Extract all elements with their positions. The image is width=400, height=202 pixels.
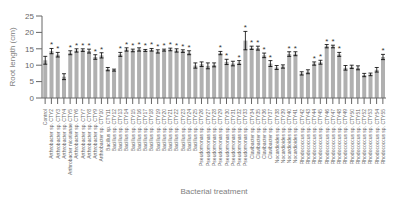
svg-text:*: * <box>225 51 228 60</box>
svg-text:Pseudomonas sp. CTY26: Pseudomonas sp. CTY26 <box>198 109 204 166</box>
svg-text:*: * <box>269 53 272 62</box>
svg-text:*: * <box>94 47 97 56</box>
svg-text:Pseudomonas sp. CTY32: Pseudomonas sp. CTY32 <box>236 109 242 166</box>
svg-text:*: * <box>244 23 247 32</box>
svg-text:*: * <box>319 52 322 61</box>
svg-text:Bacillus sp. CTY20: Bacillus sp. CTY20 <box>161 109 167 151</box>
svg-text:Clavibacter sp. CTY35: Clavibacter sp. CTY35 <box>255 109 261 159</box>
svg-text:Rhodococcus sp. CTY43: Rhodococcus sp. CTY43 <box>305 109 311 165</box>
svg-text:Arthrobacter sp. CTY6: Arthrobacter sp. CTY6 <box>73 109 79 159</box>
svg-text:Rhodococcus sp. CTY42: Rhodococcus sp. CTY42 <box>299 109 305 165</box>
svg-text:*: * <box>125 40 128 49</box>
svg-text:Rhodococcus sp. CTY55: Rhodococcus sp. CTY55 <box>380 109 386 165</box>
svg-text:*: * <box>175 41 178 50</box>
svg-text:Rhodococcus sp. CTY51: Rhodococcus sp. CTY51 <box>355 109 361 165</box>
svg-text:Arthrobacter sp. CTY10: Arthrobacter sp. CTY10 <box>98 109 104 162</box>
svg-text:*: * <box>263 45 266 54</box>
svg-text:*: * <box>119 44 122 53</box>
svg-text:Nocardioides sp. CTY40: Nocardioides sp. CTY40 <box>286 109 292 163</box>
svg-text:*: * <box>256 38 259 47</box>
svg-text:Rhodococcus sp. CTY52: Rhodococcus sp. CTY52 <box>361 109 367 165</box>
svg-text:Pseudomonas sp. CTY29: Pseudomonas sp. CTY29 <box>217 109 223 166</box>
svg-text:*: * <box>131 41 134 50</box>
svg-text:Bacillus sp. CTY11: Bacillus sp. CTY11 <box>105 109 111 151</box>
svg-text:Bacillus sp. CTY13: Bacillus sp. CTY13 <box>117 109 123 151</box>
svg-text:*: * <box>163 41 166 50</box>
svg-text:*: * <box>181 42 184 51</box>
svg-text:0: 0 <box>30 94 35 103</box>
svg-text:Bacillus sp. CTY17: Bacillus sp. CTY17 <box>142 109 148 151</box>
svg-text:*: * <box>250 38 253 47</box>
svg-text:*: * <box>294 44 297 53</box>
svg-text:5: 5 <box>30 77 35 86</box>
svg-text:15: 15 <box>25 45 34 54</box>
svg-text:Pseudomonas sp. CTY27: Pseudomonas sp. CTY27 <box>205 109 211 166</box>
svg-text:Pseudomonas sp. CTY33: Pseudomonas sp. CTY33 <box>242 109 248 166</box>
svg-text:*: * <box>87 41 90 50</box>
svg-text:*: * <box>156 42 159 51</box>
svg-text:*: * <box>144 41 147 50</box>
svg-text:*: * <box>75 41 78 50</box>
svg-text:Rhodococcus sp. CTY47: Rhodococcus sp. CTY47 <box>330 109 336 165</box>
svg-text:Arthrobacter sp. CTY4: Arthrobacter sp. CTY4 <box>61 109 67 159</box>
svg-text:Rhodococcus sp. CTY53: Rhodococcus sp. CTY53 <box>367 109 373 165</box>
svg-text:Clavibacter sp. CTY34: Clavibacter sp. CTY34 <box>249 109 255 159</box>
svg-text:20: 20 <box>25 28 34 37</box>
svg-text:Clavibacter sp. CTY37: Clavibacter sp. CTY37 <box>267 109 273 159</box>
svg-text:Nocardioides sp. CTY41: Nocardioides sp. CTY41 <box>292 109 298 163</box>
svg-text:*: * <box>138 40 141 49</box>
svg-text:Pseudomonas sp. CTY30: Pseudomonas sp. CTY30 <box>224 109 230 166</box>
svg-text:Rhodococcus sp. CTY45: Rhodococcus sp. CTY45 <box>317 109 323 165</box>
svg-text:Arthrobacter sp. CTY7: Arthrobacter sp. CTY7 <box>80 109 86 159</box>
svg-text:*: * <box>238 53 241 62</box>
svg-text:Rhodococcus sp. CTY46: Rhodococcus sp. CTY46 <box>324 109 330 165</box>
svg-text:Arthrobacter sp. CTY9: Arthrobacter sp. CTY9 <box>92 109 98 159</box>
svg-text:10: 10 <box>25 61 34 70</box>
svg-text:Nocardioides sp. CTY39: Nocardioides sp. CTY39 <box>280 109 286 163</box>
svg-text:Bacillus sp. CTY22: Bacillus sp. CTY22 <box>173 109 179 151</box>
svg-text:Rhodococcus sp. CTY48: Rhodococcus sp. CTY48 <box>336 109 342 165</box>
svg-text:Bacillus sp. CTY14: Bacillus sp. CTY14 <box>123 109 129 151</box>
svg-text:Pseudomonas sp. CTY28: Pseudomonas sp. CTY28 <box>211 109 217 166</box>
svg-text:Rhodococcus sp. CTY54: Rhodococcus sp. CTY54 <box>374 109 380 165</box>
svg-text:*: * <box>100 45 103 54</box>
svg-text:Arthrobacter sp. CTY8: Arthrobacter sp. CTY8 <box>86 109 92 159</box>
svg-text:*: * <box>288 44 291 53</box>
svg-text:*: * <box>169 40 172 49</box>
svg-text:*: * <box>56 44 59 53</box>
svg-text:*: * <box>50 40 53 49</box>
svg-text:*: * <box>81 41 84 50</box>
svg-text:Bacillus sp. CTY21: Bacillus sp. CTY21 <box>167 109 173 151</box>
svg-text:25: 25 <box>25 12 34 21</box>
svg-text:*: * <box>188 43 191 52</box>
svg-text:Bacillus sp. CTY25: Bacillus sp. CTY25 <box>192 109 198 151</box>
svg-text:Nocardioides sp. CTY38: Nocardioides sp. CTY38 <box>274 109 280 163</box>
svg-text:*: * <box>150 40 153 49</box>
svg-text:Bacillus sp. CTY16: Bacillus sp. CTY16 <box>136 109 142 151</box>
svg-text:*: * <box>219 43 222 52</box>
svg-text:*: * <box>331 37 334 46</box>
svg-text:*: * <box>381 46 384 55</box>
svg-text:Root length (cm): Root length (cm) <box>8 27 17 86</box>
svg-text:Bacillus sp. CTY23: Bacillus sp. CTY23 <box>180 109 186 151</box>
svg-text:Rhodococcus sp. CTY50: Rhodococcus sp. CTY50 <box>349 109 355 165</box>
svg-text:Rhodococcus sp. CTY44: Rhodococcus sp. CTY44 <box>311 109 317 165</box>
svg-text:Control: Control <box>42 109 48 125</box>
svg-text:Bacillus sp. CTY18: Bacillus sp. CTY18 <box>148 109 154 151</box>
svg-text:Bacterial treatment: Bacterial treatment <box>180 187 248 194</box>
svg-text:Bacillus sp. CTY19: Bacillus sp. CTY19 <box>155 109 161 151</box>
svg-text:Arthrobacter nicotianae CTY5: Arthrobacter nicotianae CTY5 <box>67 109 73 175</box>
svg-text:*: * <box>338 44 341 53</box>
svg-text:Bacillus sp. CTY15: Bacillus sp. CTY15 <box>130 109 136 151</box>
svg-text:*: * <box>313 54 316 63</box>
svg-text:Rhodococcus sp. CTY49: Rhodococcus sp. CTY49 <box>342 109 348 165</box>
svg-text:Arthrobacter sp. CTY3: Arthrobacter sp. CTY3 <box>55 109 61 159</box>
svg-text:Bacillus sp. CTY24: Bacillus sp. CTY24 <box>186 109 192 151</box>
svg-text:*: * <box>325 37 328 46</box>
svg-text:Arthrobacter sp. CTY2: Arthrobacter sp. CTY2 <box>48 109 54 159</box>
svg-text:Pseudomonas sp. CTY31: Pseudomonas sp. CTY31 <box>230 109 236 166</box>
svg-text:Clavibacter sp. CTY36: Clavibacter sp. CTY36 <box>261 109 267 159</box>
svg-text:Bacillus sp. CTY12: Bacillus sp. CTY12 <box>111 109 117 151</box>
svg-text:*: * <box>69 43 72 52</box>
